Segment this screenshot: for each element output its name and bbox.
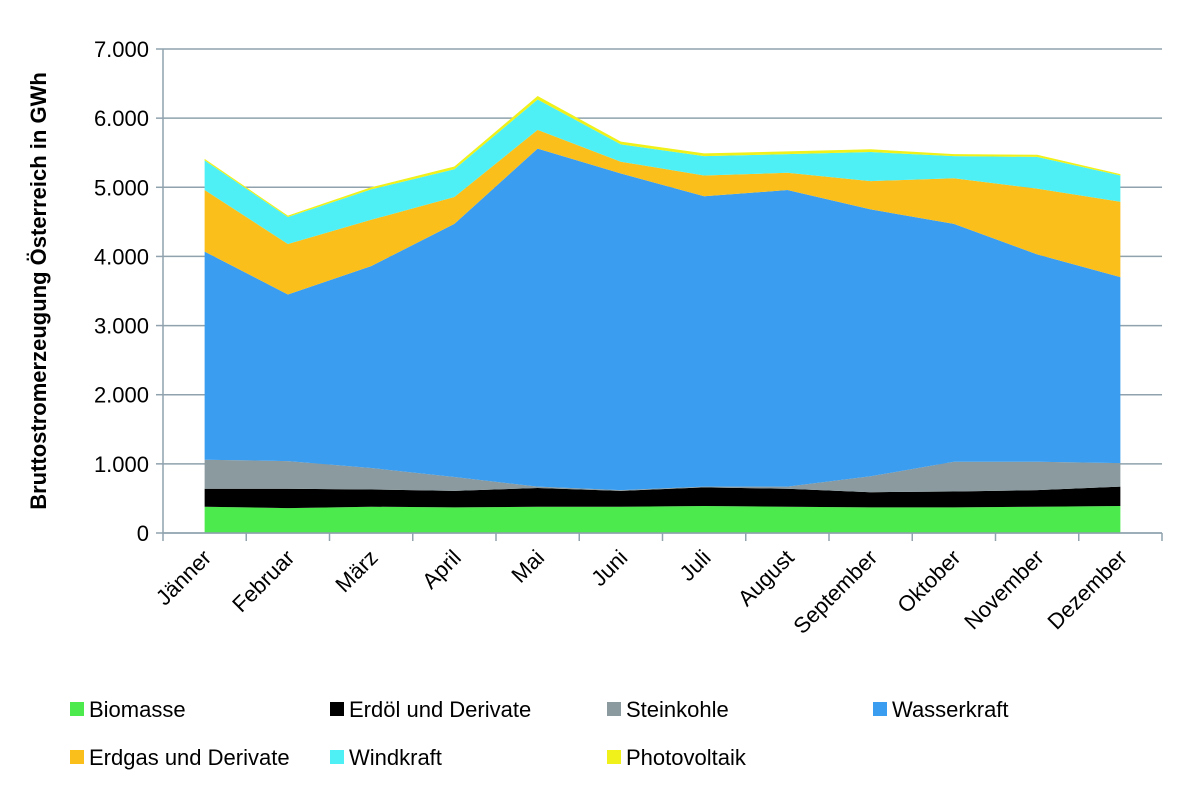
area bbox=[204, 129, 1121, 295]
legend-swatch bbox=[873, 702, 887, 716]
y-tick-label: 4.000 bbox=[94, 244, 149, 269]
y-tick-label: 7.000 bbox=[94, 37, 149, 62]
x-tick-label: Juni bbox=[586, 545, 632, 591]
legend-swatch bbox=[607, 702, 621, 716]
legend-label: Biomasse bbox=[89, 697, 186, 722]
y-tick-label: 3.000 bbox=[94, 314, 149, 339]
legend-swatch bbox=[330, 750, 344, 764]
legend-label: Photovoltaik bbox=[626, 745, 747, 770]
area bbox=[204, 486, 1121, 509]
y-axis-title: Bruttostromerzeugung Österreich in GWh bbox=[26, 72, 51, 510]
y-tick-label: 0 bbox=[137, 521, 149, 546]
area bbox=[204, 506, 1121, 533]
legend-swatch bbox=[607, 750, 621, 764]
plot-area bbox=[204, 96, 1121, 533]
y-tick-label: 6.000 bbox=[94, 106, 149, 131]
area bbox=[204, 148, 1121, 491]
area bbox=[204, 99, 1121, 244]
x-tick-label: August bbox=[733, 545, 799, 611]
x-tick-label: März bbox=[330, 545, 382, 597]
x-tick-label: Juli bbox=[675, 545, 716, 586]
x-tick-label: September bbox=[788, 545, 882, 639]
legend-label: Windkraft bbox=[349, 745, 442, 770]
area bbox=[204, 459, 1121, 493]
x-tick-label: Februar bbox=[227, 545, 299, 617]
y-tick-label: 2.000 bbox=[94, 383, 149, 408]
legend-label: Erdgas und Derivate bbox=[89, 745, 290, 770]
legend-swatch bbox=[70, 702, 84, 716]
legend-label: Wasserkraft bbox=[892, 697, 1009, 722]
legend-swatch bbox=[70, 750, 84, 764]
x-tick-label: Jänner bbox=[151, 545, 216, 610]
y-tick-label: 5.000 bbox=[94, 175, 149, 200]
legend-swatch bbox=[330, 702, 344, 716]
x-tick-label: April bbox=[417, 545, 466, 594]
y-tick-label: 1.000 bbox=[94, 452, 149, 477]
x-tick-label: Oktober bbox=[892, 545, 965, 618]
x-tick-label: November bbox=[959, 545, 1048, 634]
x-tick-label: Mai bbox=[506, 545, 549, 588]
legend-label: Erdöl und Derivate bbox=[349, 697, 531, 722]
legend-label: Steinkohle bbox=[626, 697, 729, 722]
x-tick-label: Dezember bbox=[1042, 545, 1131, 634]
